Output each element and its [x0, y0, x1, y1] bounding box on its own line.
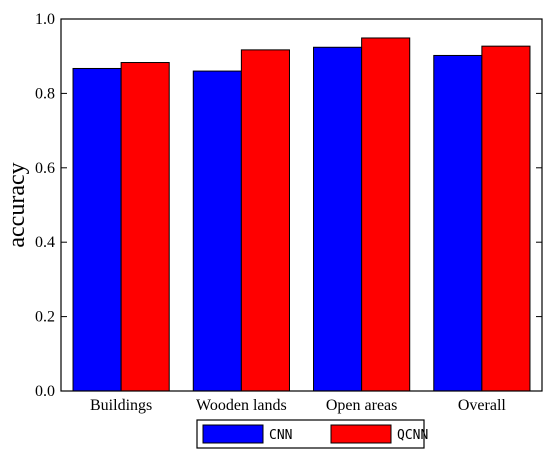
y-tick-label: 0.2	[35, 309, 55, 326]
legend-swatch-qcnn	[330, 424, 392, 444]
bars-group	[72, 37, 531, 392]
y-tick-label: 0.8	[35, 85, 55, 102]
legend-label-cnn: CNN	[269, 428, 292, 443]
legend-swatch-cnn	[202, 424, 264, 444]
bar-cnn-open-areas	[313, 46, 363, 392]
x-tick-label: Open areas	[326, 397, 398, 414]
y-tick-label: 0.0	[35, 383, 55, 400]
x-tick-label: Overall	[458, 397, 507, 414]
bar-qcnn-buildings	[120, 62, 170, 392]
x-tick-label: Wooden lands	[196, 397, 287, 414]
bar-cnn-overall	[433, 54, 483, 392]
plot-frame	[60, 18, 543, 392]
bar-cnn-buildings	[72, 67, 122, 392]
legend-label-qcnn: QCNN	[397, 428, 428, 443]
y-tick-label: 0.6	[35, 160, 55, 177]
bar-qcnn-overall	[481, 45, 531, 392]
ticks-group: Buildings Wooden lands Open areas Overall 0.…	[35, 11, 542, 414]
y-tick-label: 0.4	[35, 234, 55, 251]
y-tick-label: 1.0	[35, 11, 55, 28]
bar-qcnn-wooden-lands	[240, 49, 290, 392]
x-tick-label: Buildings	[90, 397, 152, 414]
bar-cnn-wooden-lands	[192, 70, 242, 392]
bar-qcnn-open-areas	[361, 37, 411, 392]
legend: CNN QCNN	[196, 419, 428, 449]
y-axis-label: accuracy	[4, 162, 30, 247]
